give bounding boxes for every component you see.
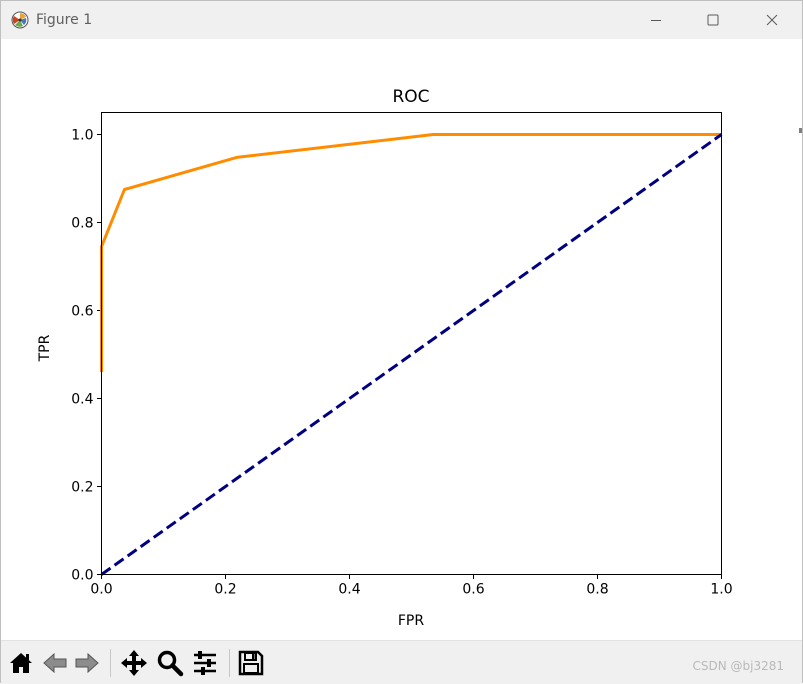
maximize-icon <box>707 14 719 26</box>
zoom-button[interactable] <box>156 649 184 677</box>
y-tick-label: 1.0 <box>71 128 93 144</box>
x-tick-label: 0.0 <box>90 582 112 598</box>
y-tick-label: 0.0 <box>71 568 93 584</box>
sliders-icon <box>194 651 216 675</box>
x-axis-label: FPR <box>398 613 424 629</box>
watermark-text: CSDN @bj3281 <box>692 659 784 673</box>
toolbar-separator <box>229 649 230 677</box>
configure-subplots-button[interactable] <box>191 649 219 677</box>
pan-button[interactable] <box>120 649 148 677</box>
y-tick-label: 0.4 <box>71 392 93 408</box>
toolbar-separator <box>110 649 111 677</box>
back-arrow-icon <box>43 652 67 674</box>
window-edge-marker <box>799 128 802 133</box>
maximize-button[interactable] <box>685 1 741 39</box>
forward-arrow-icon <box>75 652 99 674</box>
x-tick-label: 1.0 <box>710 582 732 598</box>
y-tick-label: 0.6 <box>71 304 93 320</box>
series-lines <box>100 133 723 576</box>
figure-canvas[interactable]: ROC FPR TPR 0.0 0.2 0.4 0.6 0.8 1.0 0.0 0.2 0.4 0… <box>1 39 802 639</box>
roc-chart[interactable]: ROC FPR TPR 0.0 0.2 0.4 0.6 0.8 1.00.00.20.40… <box>1 39 802 639</box>
floppy-disk-icon <box>238 650 264 676</box>
x-tick-label: 0.2 <box>214 582 236 598</box>
matplotlib-logo-icon <box>11 11 29 29</box>
diagonal-reference-line <box>100 133 723 576</box>
y-axis-label: TPR <box>37 334 53 362</box>
axis-ticks: 0.0 0.2 0.4 0.6 0.8 1.0 0.0 0.2 0.4 0.6 0.8 1.0 <box>71 128 732 598</box>
close-icon <box>766 14 778 26</box>
minimize-icon <box>651 20 661 21</box>
move-icon <box>121 650 147 676</box>
save-button[interactable] <box>237 649 265 677</box>
x-tick-label: 0.8 <box>586 582 608 598</box>
x-tick-label: 0.6 <box>462 582 484 598</box>
axes-frame <box>101 112 722 575</box>
home-icon <box>10 653 32 673</box>
navigation-toolbar: CSDN @bj3281 <box>1 640 802 684</box>
title-bar[interactable]: Figure 1 <box>1 1 802 39</box>
home-button[interactable] <box>7 649 35 677</box>
y-tick-label: 0.2 <box>71 480 93 496</box>
chart-title: ROC <box>392 87 429 107</box>
y-tick-label: 0.8 <box>71 216 93 232</box>
forward-button[interactable] <box>73 649 101 677</box>
window-title: Figure 1 <box>36 12 93 28</box>
x-tick-label: 0.4 <box>338 582 360 598</box>
magnifier-icon <box>157 650 184 677</box>
roc-curve-line <box>100 133 722 373</box>
close-button[interactable] <box>744 1 800 39</box>
back-button[interactable] <box>41 649 69 677</box>
minimize-button[interactable] <box>628 1 684 39</box>
